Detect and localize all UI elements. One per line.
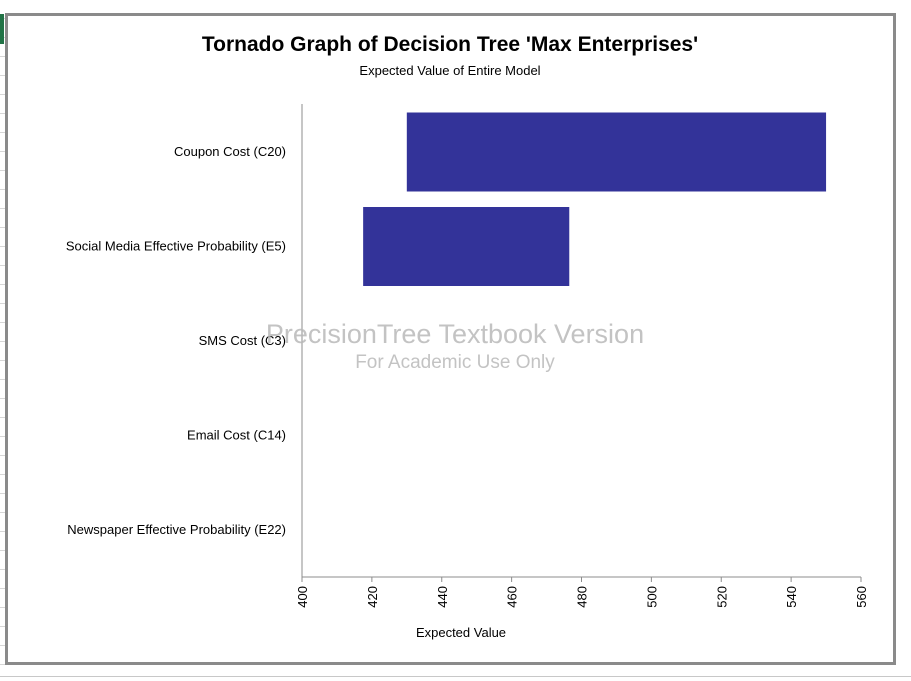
x-tick-label: 400 <box>295 586 310 608</box>
chart-title: Tornado Graph of Decision Tree 'Max Ente… <box>202 33 698 56</box>
tornado-bar <box>406 112 827 192</box>
x-tick-label: 500 <box>644 586 659 608</box>
cell-selection-marker <box>0 14 4 44</box>
x-axis-title: Expected Value <box>416 625 506 640</box>
category-label: Newspaper Effective Probability (E22) <box>67 522 286 537</box>
category-label: Email Cost (C14) <box>187 428 286 443</box>
x-tick-label: 520 <box>714 586 729 608</box>
sheet-divider <box>0 676 911 677</box>
category-label: Coupon Cost (C20) <box>174 144 286 159</box>
axes: Coupon Cost (C20) Social Media Effective … <box>66 104 869 608</box>
x-tick-label: 420 <box>365 586 380 608</box>
plot-area <box>363 112 827 286</box>
chart-subtitle: Expected Value of Entire Model <box>359 63 540 78</box>
category-label: Social Media Effective Probability (E5) <box>66 239 286 254</box>
x-tick-label: 440 <box>435 586 450 608</box>
category-label: SMS Cost (C3) <box>199 333 286 348</box>
x-tick-label: 540 <box>784 586 799 608</box>
x-tick-label: 460 <box>505 586 520 608</box>
x-tick-label: 560 <box>854 586 869 608</box>
tornado-bar <box>363 207 570 286</box>
spreadsheet-gridlines <box>0 0 6 681</box>
watermark-line-2: For Academic Use Only <box>355 352 555 373</box>
watermark-line-1: PrecisionTree Textbook Version <box>266 319 644 349</box>
x-tick-label: 480 <box>575 586 590 608</box>
